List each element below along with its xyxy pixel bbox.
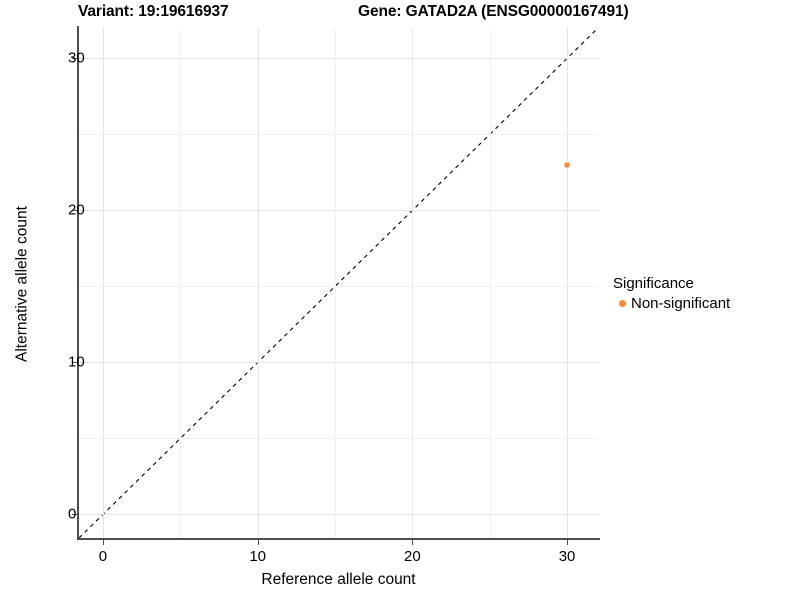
legend-entries: Non-significant: [613, 294, 795, 313]
variant-title: Variant: 19:19616937: [78, 3, 229, 20]
legend-title: Significance: [613, 275, 694, 292]
y-axis-tick-label: 0: [68, 505, 77, 523]
x-axis-tick: [258, 540, 259, 545]
y-axis-tick: [72, 210, 77, 211]
y-axis-tick-label: 30: [68, 49, 85, 67]
legend: Significance Non-significant: [613, 274, 795, 313]
gene-title: Gene: GATAD2A (ENSG00000167491): [358, 3, 629, 20]
y-axis-tick: [72, 362, 77, 363]
gridline-minor-vertical: [335, 28, 336, 538]
gridline-major-vertical: [567, 28, 568, 538]
y-axis-line: [77, 26, 79, 540]
chart-title-bar: Variant: 19:19616937 Gene: GATAD2A (ENSG…: [0, 0, 800, 26]
gridline-minor-horizontal: [79, 134, 598, 135]
y-axis-tick-label: 20: [68, 201, 85, 219]
gridline-major-vertical: [103, 28, 104, 538]
x-axis-tick-label: 0: [98, 548, 108, 565]
identity-reference-line: [79, 28, 598, 538]
x-axis-tick: [567, 540, 568, 545]
legend-item[interactable]: Non-significant: [613, 294, 795, 313]
legend-marker-icon: [613, 295, 631, 313]
x-axis-tick: [103, 540, 104, 545]
x-axis-tick: [412, 540, 413, 545]
x-axis-tick-label: 20: [404, 548, 421, 565]
data-point[interactable]: [564, 162, 570, 168]
gridline-major-vertical: [412, 28, 413, 538]
gridline-major-horizontal: [79, 514, 598, 515]
x-axis-tick-label: 10: [249, 548, 267, 565]
y-axis-title: Alternative allele count: [13, 206, 31, 362]
gridline-major-horizontal: [79, 58, 598, 59]
gridline-minor-vertical: [490, 28, 491, 538]
plot-panel: [79, 28, 598, 538]
legend-item-label: Non-significant: [631, 295, 731, 312]
y-axis-tick: [72, 58, 77, 59]
x-axis-line: [77, 538, 600, 540]
y-axis-tick: [72, 514, 77, 515]
y-axis-tick-label: 10: [68, 353, 85, 371]
x-axis-title: Reference allele count: [261, 571, 416, 588]
gridline-major-vertical: [258, 28, 259, 538]
x-axis-tick-label: 30: [558, 548, 576, 565]
gridline-major-horizontal: [79, 362, 598, 363]
gridline-minor-horizontal: [79, 286, 598, 287]
gridline-major-horizontal: [79, 210, 598, 211]
gridline-minor-horizontal: [79, 438, 598, 439]
gridline-minor-vertical: [180, 28, 181, 538]
